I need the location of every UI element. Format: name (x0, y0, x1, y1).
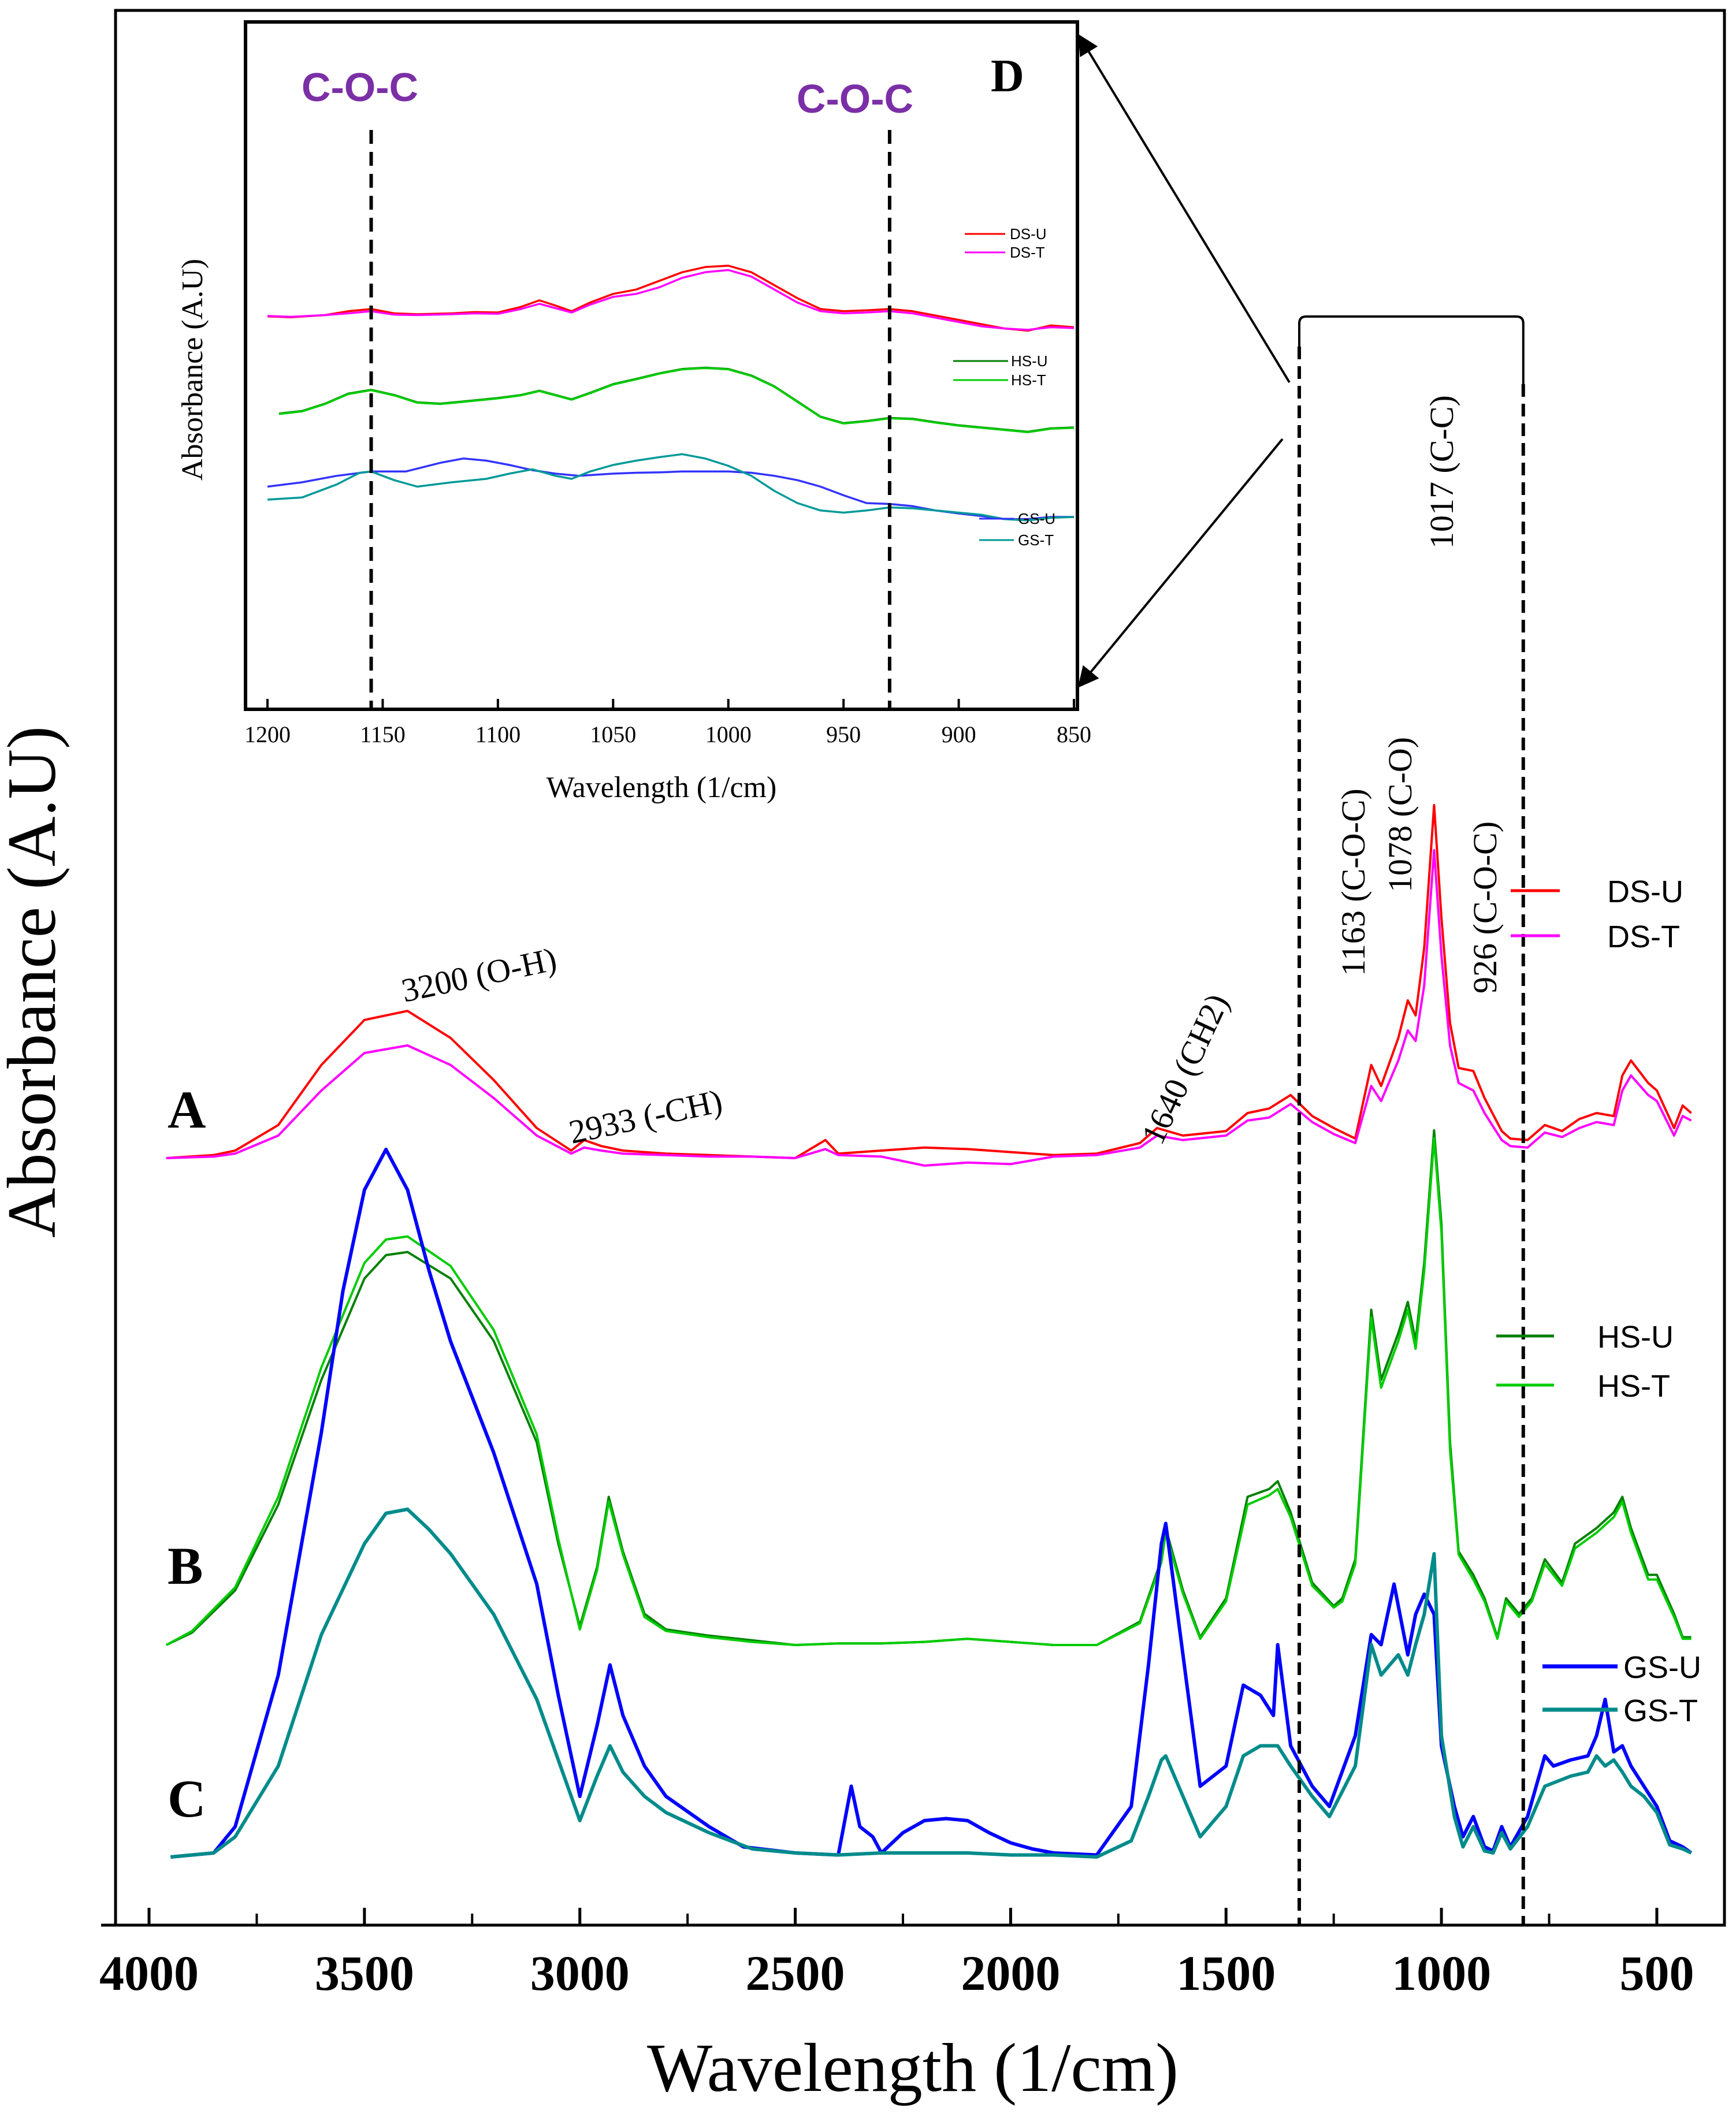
legend-gs-t-label: GS-T (1623, 1694, 1698, 1728)
series-line-gs-u (170, 1148, 1693, 1859)
series-line-ds-t (166, 849, 1692, 1167)
zoom-arrow-top (1078, 34, 1291, 384)
legend-hs-u-label: HS-U (1597, 1320, 1674, 1354)
x-tick-label-4000: 4000 (99, 1945, 199, 2001)
inset-x-tick-label-1150: 1150 (360, 721, 406, 747)
inset-legend-gs-u-label: GS-U (1018, 510, 1055, 527)
legend-ds-t-label: DS-T (1607, 920, 1680, 954)
x-tick-label-3000: 3000 (530, 1945, 630, 2001)
x-tick-label-2000: 2000 (961, 1945, 1060, 2001)
inset-marker-label-2: C-O-C (797, 76, 913, 121)
inset-x-axis-label: Wavelength (1/cm) (547, 771, 777, 804)
series-line-ds-u (166, 804, 1692, 1159)
inset-legend-ds-u-label: DS-U (1010, 225, 1047, 243)
inset-legend-hs-u-label: HS-U (1011, 352, 1048, 370)
inset-x-tick-label-1200: 1200 (244, 721, 291, 747)
inset-legend-ds-t-label: DS-T (1010, 244, 1045, 261)
inset-legend-hs-t-label: HS-T (1011, 371, 1046, 389)
inset-x-tick-label-900: 900 (942, 721, 976, 747)
annotation-926-coc: 926 (C-O-C) (1466, 821, 1504, 993)
x-tick-label-1000: 1000 (1392, 1945, 1491, 2001)
annotation-1163-coc: 1163 (C-O-C) (1334, 788, 1372, 976)
inset-series-line-gs-t (267, 453, 1075, 522)
zoom-arrow-bottom (1077, 438, 1284, 688)
inset-d-frame (244, 20, 1079, 711)
inset-y-axis-label: Absorbance (A.U) (176, 259, 209, 481)
inset-x-tick-label-1100: 1100 (475, 721, 521, 747)
legend-ds-u-label: DS-U (1607, 874, 1683, 909)
inset-x-tick-label-950: 950 (826, 721, 861, 747)
legend-hs-t-label: HS-T (1597, 1369, 1670, 1404)
inset-panel-label: D (991, 51, 1024, 102)
inset-x-tick-label-1000: 1000 (705, 721, 752, 747)
series-line-gs-t (170, 1508, 1692, 1859)
panel-label-b: B (168, 1536, 203, 1595)
series-line-hs-t (165, 1137, 1692, 1646)
zoom-bracket-box (1298, 315, 1525, 384)
inset-marker-label-1: C-O-C (302, 65, 418, 110)
inset-series-line-ds-t (267, 269, 1075, 331)
x-tick-label-2500: 2500 (746, 1945, 845, 2001)
inset-series-line-hs-t (278, 367, 1075, 434)
legend-gs-u-label: GS-U (1623, 1650, 1701, 1685)
main-x-axis-label: Wavelength (1/cm) (647, 2029, 1179, 2106)
panel-label-a: A (168, 1080, 206, 1139)
panel-label-c: C (168, 1769, 206, 1828)
annotation-1078-co: 1078 (C-O) (1381, 737, 1419, 892)
main-y-axis-label: Absorbance (A.U) (0, 726, 70, 1238)
x-tick-label-500: 500 (1619, 1945, 1694, 2001)
annotation-1017-cc: 1017 (C-C) (1423, 395, 1460, 549)
x-tick-label-3500: 3500 (315, 1945, 414, 2001)
inset-x-tick-label-850: 850 (1057, 721, 1091, 747)
inset-x-tick-label-1050: 1050 (590, 721, 636, 747)
inset-legend-gs-t-label: GS-T (1018, 531, 1054, 549)
inset-d-background (246, 22, 1077, 709)
x-tick-label-1500: 1500 (1176, 1945, 1276, 2001)
